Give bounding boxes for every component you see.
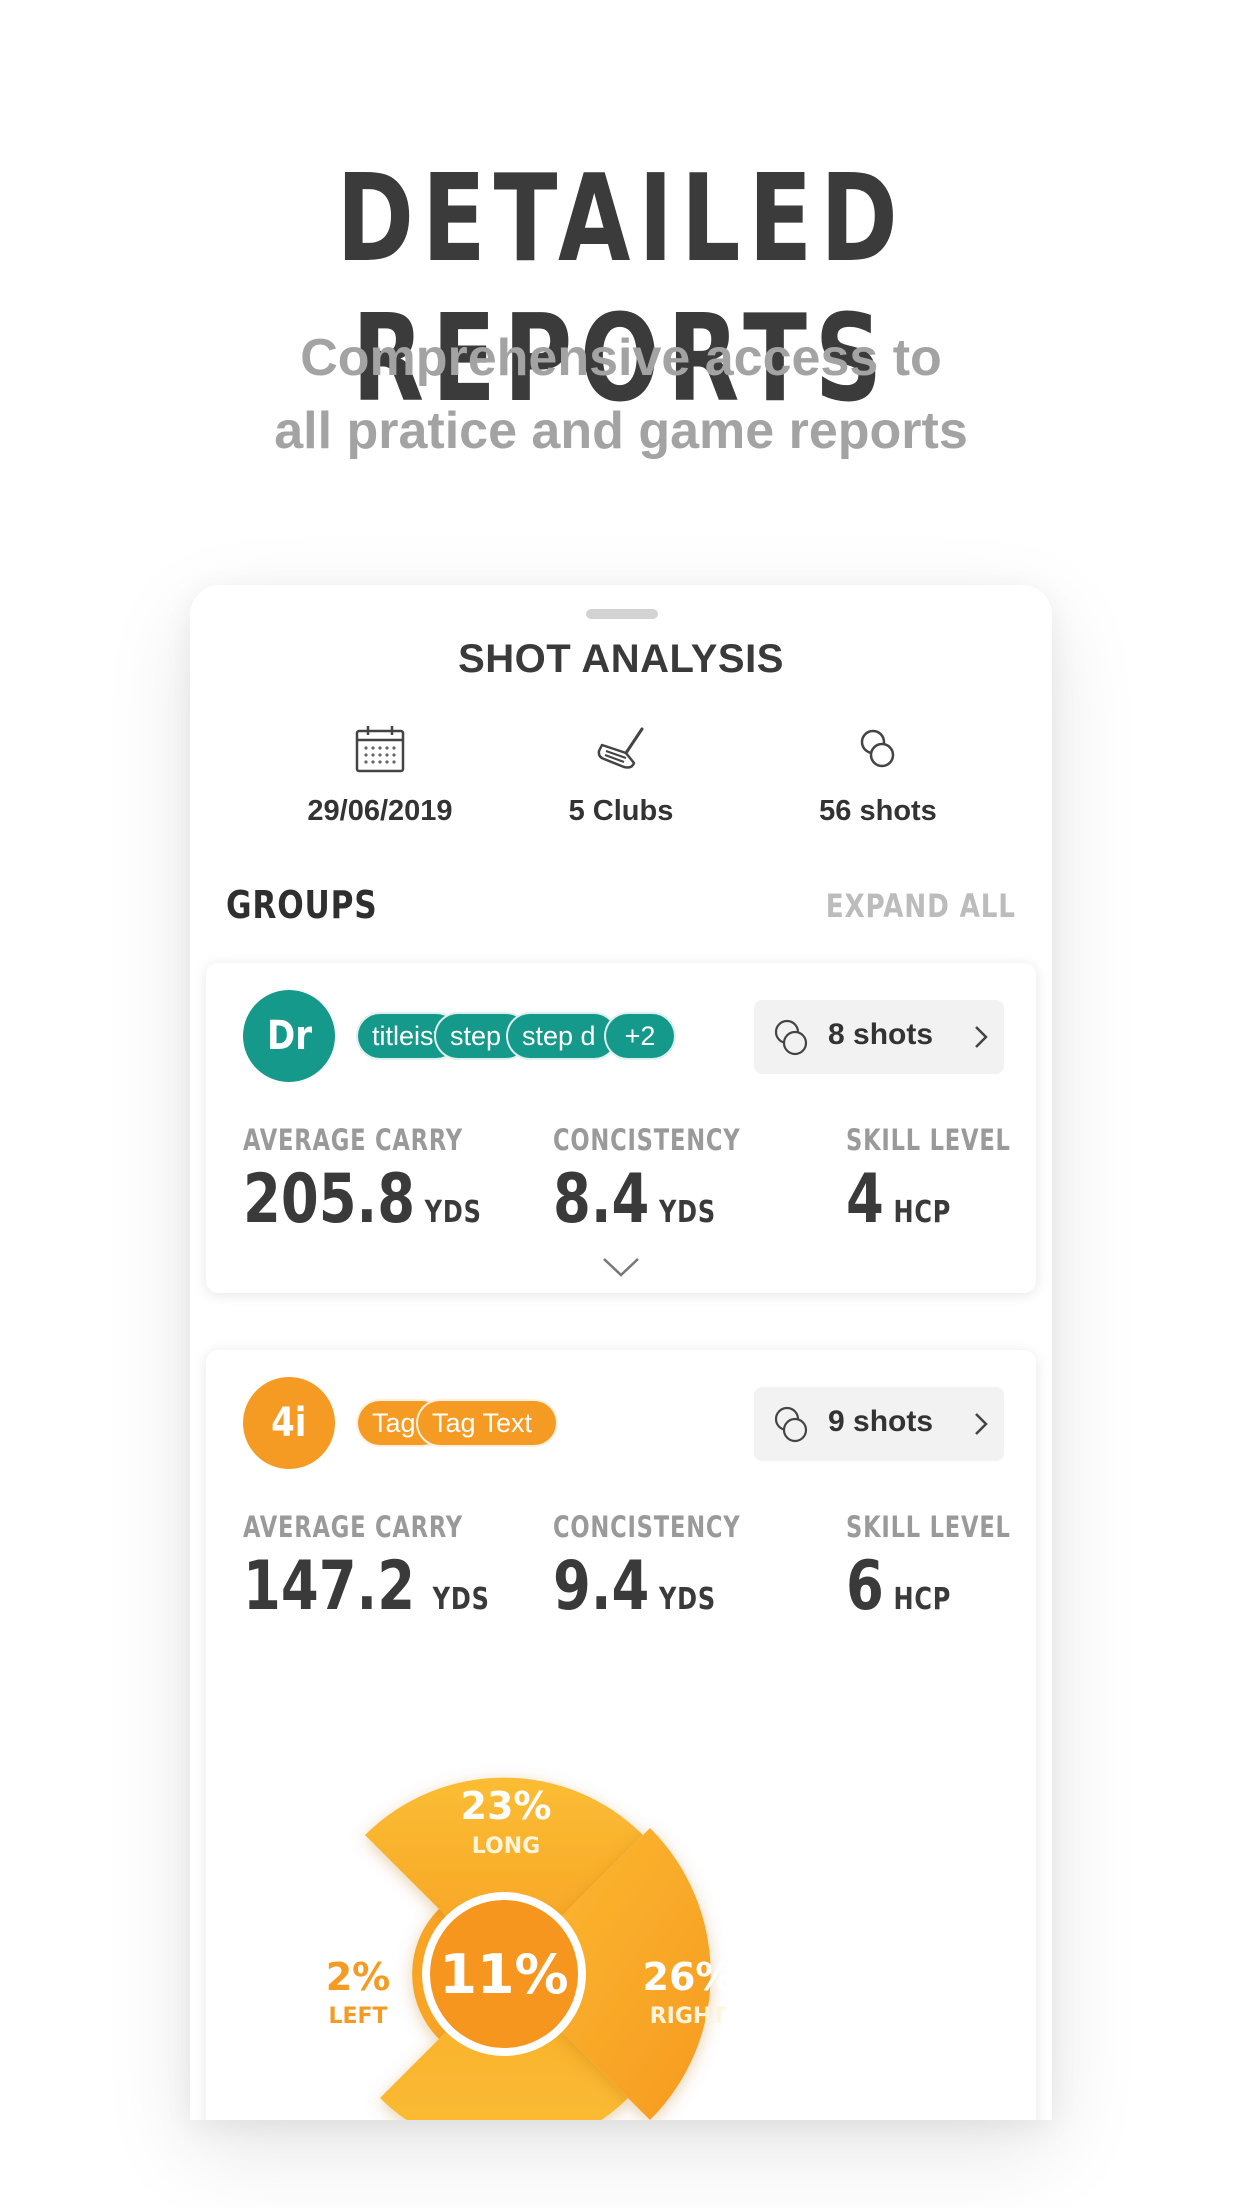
metric-skill-level: SKILL LEVEL 4 HCP	[846, 1123, 1052, 1250]
metric-label: AVERAGE CARRY	[243, 1510, 463, 1544]
metric-skill-level: SKILL LEVEL 6 HCP	[846, 1510, 1052, 1637]
hero-subtitle-line-1: Comprehensive access to	[300, 329, 942, 387]
calendar-icon	[355, 726, 405, 773]
tag-chip[interactable]: Tag Text	[416, 1399, 558, 1447]
summary-date-label: 29/06/2019	[307, 795, 453, 827]
metric-value: 205.8 YDS	[243, 1160, 482, 1239]
metric-value: 6 HCP	[846, 1547, 952, 1626]
shot-dispersion-chart: 11% 23% LONG 2% LEFT 26% RIGHT	[326, 1777, 734, 2120]
groups-heading: GROUPS	[226, 883, 378, 927]
metric-label: CONCISTENCY	[553, 1123, 741, 1157]
metric-label: SKILL LEVEL	[846, 1123, 1011, 1157]
shots-button-label: 9 shots	[828, 1405, 934, 1438]
right-percentage: 26%	[643, 1955, 734, 1999]
sector-long	[365, 1777, 643, 1974]
long-percentage: 23%	[461, 1784, 552, 1828]
chevron-down-icon[interactable]	[601, 1255, 641, 1279]
golf-balls-icon	[860, 729, 895, 768]
summary-clubs-label: 5 Clubs	[568, 795, 674, 827]
chevron-right-icon	[975, 1026, 988, 1048]
shots-button-4i[interactable]: 9 shots	[754, 1387, 1004, 1461]
metric-value: 4 HCP	[846, 1160, 952, 1239]
metric-average-carry: AVERAGE CARRY 147.2 YDS	[243, 1510, 551, 1637]
club-badge-4i: 4i	[243, 1377, 335, 1469]
tag-more-chip[interactable]: +2	[604, 1012, 676, 1060]
tag-row-4i: Tag Tag Text	[356, 1399, 566, 1447]
golf-club-icon	[597, 727, 644, 769]
summary-date: 29/06/2019	[250, 725, 510, 828]
sector-right	[504, 1828, 711, 2120]
right-label: RIGHT	[650, 2004, 727, 2029]
expand-all-button[interactable]: EXPAND ALL	[825, 887, 1016, 925]
left-percentage: 2%	[326, 1955, 391, 1999]
hero-subtitle-line-2: all pratice and game reports	[274, 402, 968, 460]
metric-consistency: CONCISTENCY 9.4 YDS	[553, 1510, 793, 1637]
metric-value: 147.2 YDS	[243, 1547, 490, 1626]
metric-label: SKILL LEVEL	[846, 1510, 1011, 1544]
metric-label: AVERAGE CARRY	[243, 1123, 463, 1157]
shot-analysis-sheet: SHOT ANALYSIS 29/06/2019 5 Clubs	[190, 585, 1052, 2120]
shots-button-label: 8 shots	[828, 1018, 934, 1051]
long-label: LONG	[472, 1834, 540, 1859]
hero-subtitle: Comprehensive access to all pratice and …	[0, 322, 1242, 468]
shots-button-dr[interactable]: 8 shots	[754, 1000, 1004, 1074]
center-percentage: 11%	[439, 1943, 568, 2006]
group-card-dr[interactable]: Dr titleist step step d +2 8 shots AVERA…	[206, 963, 1036, 1293]
hero-title: DETAILED REPORTS	[336, 150, 906, 429]
left-label: LEFT	[328, 2004, 387, 2029]
golf-balls-icon	[774, 1019, 808, 1056]
sheet-grabber[interactable]	[586, 609, 658, 619]
golf-balls-icon	[774, 1406, 808, 1443]
chevron-right-icon	[975, 1413, 988, 1435]
summary-clubs: 5 Clubs	[491, 725, 751, 828]
club-badge-dr: Dr	[243, 990, 335, 1082]
metric-average-carry: AVERAGE CARRY 205.8 YDS	[243, 1123, 541, 1250]
metric-value: 9.4 YDS	[553, 1547, 716, 1626]
summary-shots: 56 shots	[748, 725, 1008, 828]
sheet-title: SHOT ANALYSIS	[458, 637, 784, 681]
tag-chip[interactable]: step d	[506, 1012, 618, 1060]
metric-value: 8.4 YDS	[553, 1160, 716, 1239]
tag-row-dr: titleist step step d +2	[356, 1012, 676, 1060]
metric-label: CONCISTENCY	[553, 1510, 741, 1544]
metric-consistency: CONCISTENCY 8.4 YDS	[553, 1123, 793, 1250]
summary-shots-label: 56 shots	[819, 795, 937, 827]
